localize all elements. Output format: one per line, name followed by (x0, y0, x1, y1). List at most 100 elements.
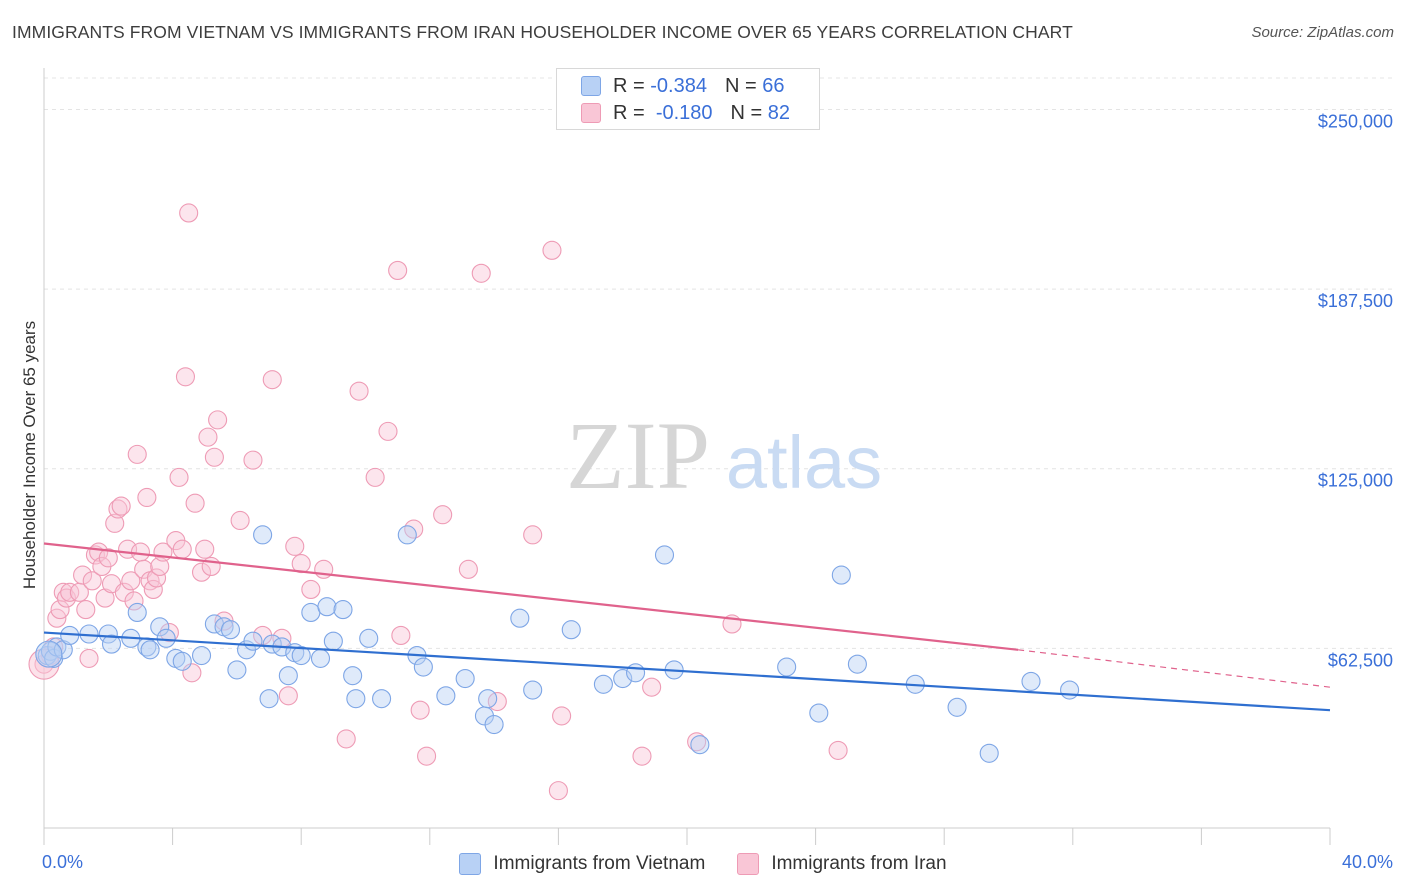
vietnam-point-36 (343, 666, 363, 686)
vietnam-point-31 (301, 602, 321, 622)
iran-point-58 (301, 579, 321, 600)
iran-point-53 (262, 370, 282, 390)
vietnam-n-value: 66 (762, 74, 785, 97)
vietnam-point-62 (947, 697, 967, 717)
iran-point-75 (548, 781, 568, 801)
iran-point-71 (471, 263, 491, 283)
iran-point-69 (433, 505, 453, 525)
vietnam-point-30 (291, 646, 311, 666)
vietnam-point-25 (259, 689, 279, 709)
vietnam-point-12 (140, 640, 160, 660)
iran-point-65 (391, 625, 411, 645)
vietnam-point-40 (397, 525, 417, 545)
iran-point-12 (82, 571, 102, 591)
vietnam-point-39 (372, 689, 392, 709)
vietnam-point-17 (191, 646, 212, 666)
iran-point-6 (56, 588, 77, 608)
iran-n-label: N = (730, 101, 763, 124)
vietnam-point-64 (1021, 671, 1041, 691)
iran-point-50 (230, 510, 250, 531)
vietnam-point-8 (101, 634, 122, 654)
iran-trend-extension (1018, 649, 1331, 688)
y-tick-label-1: $125,000 (1318, 471, 1393, 491)
iran-point-73 (523, 525, 543, 545)
grid-lines (44, 77, 1395, 649)
iran-point-56 (285, 536, 305, 556)
vietnam-n-label: N = (724, 74, 757, 97)
vietnam-point-59 (831, 565, 851, 585)
vietnam-points (35, 525, 1080, 763)
axes (43, 68, 1331, 845)
vietnam-point-20 (220, 620, 241, 640)
iran-n-value: 82 (767, 101, 791, 124)
vietnam-r-value: -0.384 (650, 74, 707, 97)
vietnam-point-50 (561, 620, 581, 640)
iran-legend-label: Immigrants from Iran (771, 853, 947, 874)
legend-item-vietnam[interactable]: Immigrants from Vietnam (459, 853, 705, 875)
vietnam-point-65 (1060, 680, 1080, 700)
iran-point-40 (179, 203, 199, 223)
iran-point-5 (53, 582, 73, 602)
iran-point-31 (143, 579, 163, 600)
x-tick-min: 0.0% (42, 852, 84, 872)
iran-point-37 (169, 467, 189, 487)
vietnam-point-49 (523, 680, 543, 700)
iran-point-17 (98, 548, 118, 568)
iran-point-11 (79, 648, 99, 668)
y-axis-label: Householder Income Over 65 years (20, 320, 39, 590)
vietnam-point-44 (455, 668, 475, 689)
vietnam-point-47 (484, 714, 504, 735)
iran-point-62 (365, 467, 385, 487)
iran-swatch (581, 103, 601, 123)
iran-point-77 (632, 746, 652, 766)
legend-row-iran: R = -0.180 N = 82 (581, 100, 790, 126)
series-legend: Immigrants from Vietnam Immigrants from … (0, 850, 1406, 878)
legend-row-vietnam: R = -0.384 N = 66 (581, 73, 784, 99)
vietnam-point-33 (317, 597, 337, 617)
vietnam-trend-line (43, 631, 1331, 712)
iran-point-39 (175, 367, 196, 387)
vietnam-cluster-point (35, 640, 63, 668)
legend-item-iran[interactable]: Immigrants from Iran (737, 853, 947, 875)
iran-point-45 (198, 427, 218, 447)
vietnam-point-60 (847, 654, 867, 674)
iran-point-32 (146, 568, 167, 588)
vietnam-point-58 (809, 703, 829, 723)
iran-point-81 (828, 740, 848, 760)
iran-point-27 (130, 542, 150, 562)
iran-point-24 (121, 571, 141, 591)
vietnam-point-14 (156, 628, 176, 648)
vietnam-legend-label: Immigrants from Vietnam (493, 853, 706, 874)
vietnam-legend-swatch (459, 853, 482, 875)
iran-point-9 (73, 565, 93, 585)
iran-point-61 (349, 381, 369, 401)
iran-point-29 (137, 487, 157, 508)
vietnam-point-53 (626, 663, 646, 683)
iran-point-16 (95, 588, 115, 608)
vietnam-point-32 (310, 648, 331, 668)
iran-point-78 (642, 677, 662, 697)
vietnam-point-37 (346, 689, 366, 709)
y-tick-label-3: $250,000 (1318, 111, 1393, 131)
iran-point-20 (108, 499, 128, 519)
iran-point-21 (111, 496, 131, 516)
chart-title: IMMIGRANTS FROM VIETNAM VS IMMIGRANTS FR… (12, 22, 1073, 42)
iran-point-33 (150, 556, 170, 577)
iran-r-value: -0.180 (655, 101, 713, 124)
iran-point-51 (243, 450, 263, 470)
iran-point-25 (124, 591, 144, 611)
vietnam-point-28 (278, 666, 298, 686)
watermark-zip: ZIP (566, 402, 710, 509)
y-tick-label-2: $187,500 (1318, 291, 1393, 311)
vietnam-point-54 (654, 545, 675, 565)
trend-lines (43, 542, 1331, 712)
vietnam-r-label: R = (613, 74, 645, 97)
vietnam-swatch (581, 76, 601, 96)
iran-point-79 (687, 732, 707, 752)
iran-legend-swatch (737, 853, 760, 875)
iran-point-74 (542, 240, 562, 260)
iran-point-38 (172, 539, 192, 559)
iran-point-14 (89, 542, 109, 562)
iran-point-26 (127, 444, 147, 464)
